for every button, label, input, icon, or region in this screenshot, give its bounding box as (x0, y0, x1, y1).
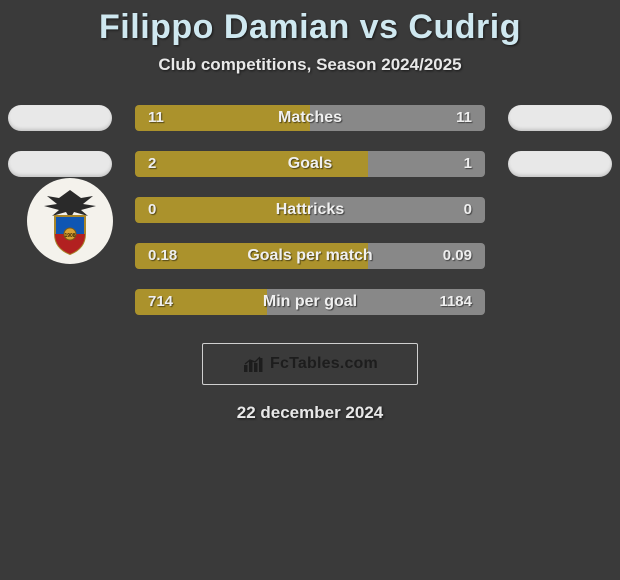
bar-chart-icon (242, 353, 264, 375)
stat-row: 1111Matches (0, 105, 620, 151)
stat-value-left: 2 (148, 151, 156, 177)
club-crest: 1908 (27, 178, 113, 264)
generated-date: 22 december 2024 (0, 403, 620, 423)
stat-value-left: 0 (148, 197, 156, 223)
stat-bar (135, 289, 485, 315)
subtitle: Club competitions, Season 2024/2025 (0, 55, 620, 75)
right-pill (508, 105, 612, 131)
stat-bar (135, 197, 485, 223)
svg-text:1908: 1908 (64, 233, 75, 239)
stat-bar (135, 243, 485, 269)
stat-value-right: 0.09 (443, 243, 472, 269)
stat-value-left: 11 (148, 105, 164, 131)
fctables-badge[interactable]: FcTables.com (202, 343, 418, 385)
stat-value-left: 714 (148, 289, 173, 315)
left-pill (8, 105, 112, 131)
left-pill (8, 151, 112, 177)
stat-row: 7141184Min per goal (0, 289, 620, 335)
crest-icon: 1908 (33, 184, 107, 258)
stat-bar (135, 105, 485, 131)
stat-value-right: 1184 (439, 289, 472, 315)
stat-value-right: 1 (464, 151, 472, 177)
stat-bar-left-segment (135, 151, 368, 177)
stat-value-right: 11 (456, 105, 472, 131)
fctables-label: FcTables.com (270, 355, 378, 373)
stat-bar-right-segment (310, 197, 485, 223)
stat-bar (135, 151, 485, 177)
right-pill (508, 151, 612, 177)
stat-value-left: 0.18 (148, 243, 177, 269)
comparison-card: Filippo Damian vs Cudrig Club competitio… (0, 0, 620, 580)
stat-bar-left-segment (135, 197, 310, 223)
page-title: Filippo Damian vs Cudrig (0, 8, 620, 47)
stat-value-right: 0 (464, 197, 472, 223)
